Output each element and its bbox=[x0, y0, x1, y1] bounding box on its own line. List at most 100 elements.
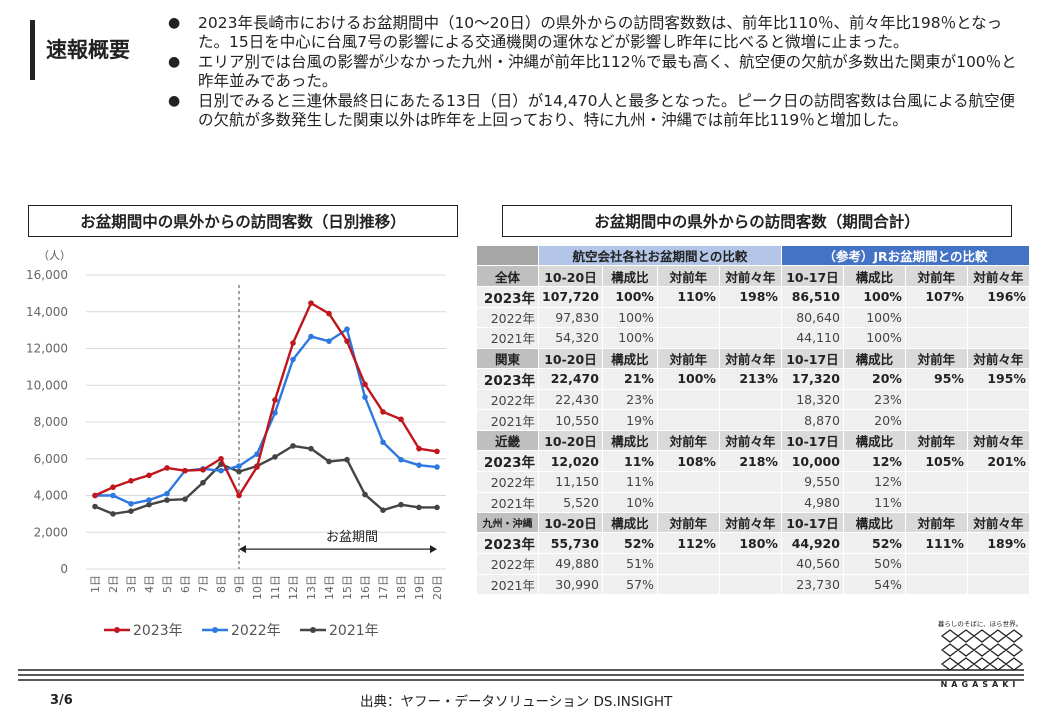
table-cell: 23,730 bbox=[780, 573, 844, 596]
year-label: 2021年 bbox=[476, 573, 539, 596]
table-cell: 9,550 bbox=[780, 471, 844, 493]
table-cell: 55,730 bbox=[538, 532, 603, 555]
data-point bbox=[398, 501, 404, 508]
table-cell: 195% bbox=[966, 367, 1030, 390]
table-cell: 19% bbox=[601, 409, 658, 431]
y-tick-label: 2,000 bbox=[34, 525, 68, 539]
table-cell: 107,720 bbox=[538, 285, 603, 308]
logo-tagline: 暮らしのそばに、ほら世界。 bbox=[937, 620, 1023, 628]
page-number: 3/6 bbox=[50, 693, 73, 708]
table-group-header: 航空会社各社お盆期間との比較 （参考）JRお盆期間との比較 bbox=[476, 244, 1030, 267]
table-cell: 11% bbox=[842, 491, 906, 513]
table-cell bbox=[718, 471, 782, 493]
column-header: 対前々年 bbox=[718, 429, 782, 452]
column-header: 構成比 bbox=[601, 511, 658, 534]
data-point bbox=[344, 326, 350, 333]
data-point bbox=[326, 310, 332, 317]
data-point bbox=[290, 443, 296, 449]
footer-divider bbox=[18, 669, 1024, 681]
y-tick-label: 16,000 bbox=[26, 268, 68, 282]
legend-marker bbox=[114, 627, 120, 633]
year-label: 2023年 bbox=[476, 450, 539, 473]
table-row: 2021年 54,320 100% 44,110 100% bbox=[476, 327, 1030, 349]
column-header: 対前々年 bbox=[718, 265, 782, 287]
chart-series bbox=[92, 300, 440, 517]
table-row: 2023年 107,720 100% 110% 198% 86,510 100% 107% 19… bbox=[476, 285, 1030, 308]
table-cell bbox=[656, 471, 720, 493]
column-header: 対前年 bbox=[904, 429, 968, 452]
table-cell: 105% bbox=[904, 450, 968, 473]
year-label: 2022年 bbox=[476, 306, 539, 329]
column-header: 対前年 bbox=[656, 265, 720, 287]
data-point bbox=[92, 492, 98, 499]
series-line-2021年 bbox=[94, 444, 437, 516]
column-header: 構成比 bbox=[601, 347, 658, 369]
table-cell: 180% bbox=[718, 532, 782, 555]
region-label: 九州・沖縄 bbox=[476, 511, 539, 534]
table-cell bbox=[904, 553, 968, 575]
legend-marker bbox=[310, 627, 316, 633]
column-header: 対前年 bbox=[656, 429, 720, 452]
table-cell bbox=[718, 306, 782, 329]
table-cell: 49,880 bbox=[538, 553, 603, 575]
data-point bbox=[398, 416, 404, 423]
data-point bbox=[146, 497, 152, 503]
table-cell bbox=[656, 388, 720, 411]
y-tick-label: 14,000 bbox=[26, 305, 68, 319]
table-cell: 20% bbox=[842, 367, 906, 390]
summary-bullet: 日別でみると三連休最終日にあたる13日（日）が14,470人と最多となった。ピー… bbox=[168, 92, 1018, 130]
table-cell bbox=[904, 471, 968, 493]
table-cell: 30,990 bbox=[538, 573, 603, 596]
table-cell bbox=[904, 327, 968, 349]
data-point bbox=[362, 394, 368, 400]
summary-title: 速報概要 bbox=[46, 38, 130, 62]
table-cell bbox=[966, 553, 1030, 575]
data-point bbox=[434, 504, 440, 511]
data-point bbox=[434, 464, 440, 470]
legend-label: 2023年 bbox=[133, 623, 183, 639]
table-cell: 189% bbox=[966, 532, 1030, 555]
column-header: 構成比 bbox=[842, 511, 906, 534]
data-point bbox=[308, 333, 314, 340]
table-cell: 97,830 bbox=[538, 306, 603, 329]
year-label: 2023年 bbox=[476, 367, 539, 390]
year-label: 2022年 bbox=[476, 388, 539, 411]
x-tick-label: 9日 bbox=[233, 575, 246, 593]
column-header: 構成比 bbox=[842, 265, 906, 287]
data-point bbox=[128, 508, 134, 514]
chart-legend: 2023年 2022年 2021年 bbox=[104, 623, 379, 639]
data-point bbox=[434, 448, 440, 455]
table-cell: 11,150 bbox=[538, 471, 603, 493]
data-point bbox=[254, 464, 260, 470]
table-cell: 17,320 bbox=[780, 367, 844, 390]
year-label: 2023年 bbox=[476, 532, 539, 555]
table-cell: 51% bbox=[601, 553, 658, 575]
y-axis-label: （人） bbox=[38, 249, 71, 262]
data-point bbox=[290, 340, 296, 346]
x-tick-label: 1日 bbox=[89, 575, 102, 593]
table-cell: 44,110 bbox=[780, 327, 844, 349]
data-point bbox=[272, 410, 278, 416]
x-tick-label: 12日 bbox=[287, 575, 300, 600]
data-point bbox=[380, 409, 386, 415]
column-header: 10-17日 bbox=[780, 265, 844, 287]
table-cell bbox=[656, 491, 720, 513]
data-point bbox=[236, 492, 242, 499]
table-cell: 100% bbox=[842, 285, 906, 308]
table-cell bbox=[656, 306, 720, 329]
data-point bbox=[344, 456, 350, 463]
data-point bbox=[308, 445, 314, 452]
table-cell: 22,430 bbox=[538, 388, 603, 411]
table-cell bbox=[718, 327, 782, 349]
table-cell: 11% bbox=[601, 471, 658, 493]
data-point bbox=[92, 503, 98, 510]
data-point bbox=[164, 465, 170, 471]
table-cell bbox=[656, 409, 720, 431]
table-cell: 111% bbox=[904, 532, 968, 555]
summary-bullets: 2023年長崎市におけるお盆期間中（10〜20日）の県外からの訪問客数数は、前年… bbox=[168, 14, 1018, 131]
chart-gridlines bbox=[86, 274, 446, 570]
table-row: 2021年 10,550 19% 8,870 20% bbox=[476, 409, 1030, 431]
series-line-2022年 bbox=[95, 328, 438, 505]
table-cell bbox=[904, 409, 968, 431]
y-tick-label: 6,000 bbox=[34, 452, 68, 466]
